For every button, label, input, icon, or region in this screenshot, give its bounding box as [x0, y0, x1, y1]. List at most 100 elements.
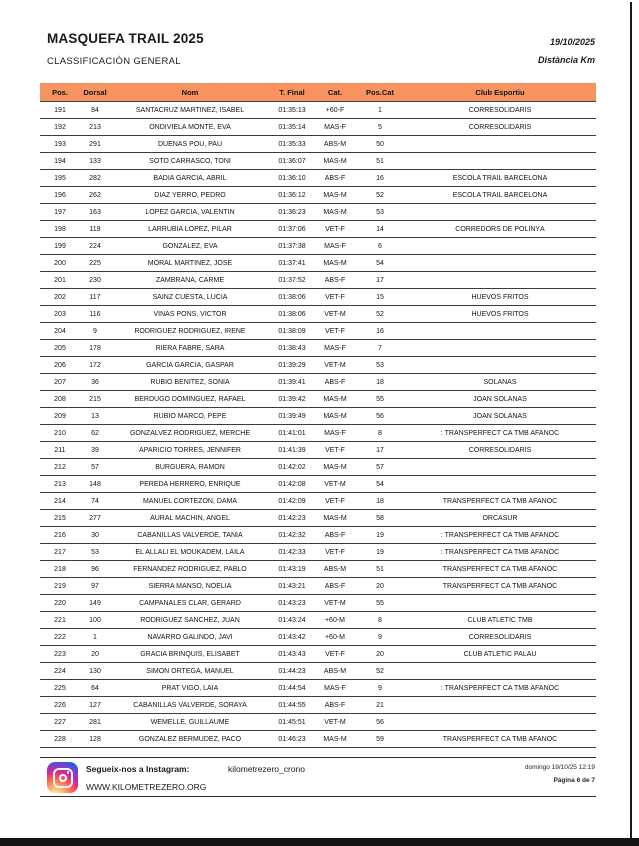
cell-club: HUEVOS FRITOS [471, 293, 529, 301]
cell-pos: 191 [54, 106, 66, 114]
table-row: 196 262 DIAZ YERRO, PEDRO 01:36:12 MAS-M… [40, 187, 596, 204]
cell-nom: GONZÁLVEZ RODRÍGUEZ, MERCHE [129, 429, 251, 437]
cell-nom: GONZALEZ, EVA [162, 242, 218, 250]
col-header-tfinal: T. Final [279, 87, 305, 97]
cell-cat: MAS-M [323, 395, 347, 403]
cell-dorsal: 100 [89, 616, 101, 624]
cell-dorsal: 39 [91, 446, 99, 454]
cell-cat: VET-M [324, 599, 346, 607]
page-title: MASQUEFA TRAIL 2025 [47, 31, 204, 46]
cell-pos: 222 [54, 633, 66, 641]
cell-tfinal: 01:38:09 [278, 327, 306, 335]
cell-club: TRANSPERFECT CA TMB AFANOC [442, 497, 558, 505]
cell-poscat: 17 [376, 446, 384, 454]
table-row: 205 178 RIERA FABRÉ, SARA 01:38:43 MAS-F… [40, 340, 596, 357]
page-edge-bottom [0, 838, 639, 846]
cell-tfinal: 01:42:08 [278, 480, 306, 488]
cell-tfinal: 01:39:29 [278, 361, 306, 369]
cell-nom: SAINZ CUESTA, LUCIA [152, 293, 228, 301]
cell-tfinal: 01:43:23 [278, 599, 306, 607]
instagram-handle: kilometrezero_crono [228, 764, 306, 774]
cell-cat: MAS-M [323, 157, 347, 165]
cell-cat: +60-M [324, 616, 346, 624]
table-row: 197 163 LÓPEZ GARCÍA, VALENTÍN 01:36:23 … [40, 204, 596, 221]
cell-club: : TRANSPERFECT CA TMB AFANOC [440, 531, 560, 539]
cell-dorsal: 36 [91, 378, 99, 386]
print-datetime: domingo 19/10/25 12:19 [524, 764, 595, 771]
cell-tfinal: 01:42:02 [278, 463, 306, 471]
cell-cat: ABS-M [323, 140, 347, 148]
table-row: 208 215 BERDUGO DOMINGUEZ, RAFAEL 01:39:… [40, 391, 596, 408]
cell-poscat: 55 [376, 395, 384, 403]
cell-poscat: 50 [376, 140, 384, 148]
cell-dorsal: 119 [89, 225, 101, 233]
cell-cat: VET-M [324, 310, 346, 318]
cell-poscat: 56 [376, 718, 384, 726]
col-header-dorsal: Dorsal [83, 87, 107, 97]
cell-dorsal: 13 [91, 412, 99, 420]
cell-cat: VET-F [325, 548, 345, 556]
cell-club: TRANSPERFECT CA TMB AFANOC [442, 565, 558, 573]
cell-dorsal: 215 [89, 395, 101, 403]
cell-poscat: 16 [376, 327, 384, 335]
cell-pos: 214 [54, 497, 66, 505]
cell-dorsal: 9 [93, 327, 97, 335]
cell-club: TRANSPERFECT CA TMB AFANOC [442, 735, 558, 743]
table-row: 223 20 GRACIA BRINQUIS, ELISABET 01:43:4… [40, 646, 596, 663]
cell-poscat: 51 [376, 565, 384, 573]
cell-cat: VET-F [325, 293, 345, 301]
page-subtitle: CLASSIFICACIÓN GENERAL [47, 56, 181, 67]
cell-poscat: 1 [378, 106, 382, 114]
table-row: 217 53 EL ALLALI EL MOUKADEM, LAILA 01:4… [40, 544, 596, 561]
cell-dorsal: 178 [89, 344, 101, 352]
cell-nom: MORAL MARTINEZ, JOSE [147, 259, 233, 267]
cell-dorsal: 282 [89, 174, 101, 182]
cell-nom: BURGUERA, RAMON [155, 463, 225, 471]
cell-pos: 204 [54, 327, 66, 335]
cell-club: CLUB ATLÉTIC TMB [467, 616, 533, 624]
cell-cat: MAS-M [323, 412, 347, 420]
cell-pos: 212 [54, 463, 66, 471]
cell-pos: 200 [54, 259, 66, 267]
table-row: 224 130 SIMON ORTEGA, MANUEL 01:44:23 AB… [40, 663, 596, 680]
cell-pos: 224 [54, 667, 66, 675]
cell-dorsal: 30 [91, 531, 99, 539]
cell-poscat: 5 [378, 123, 382, 131]
table-header-row: Pos. Dorsal Nom T. Final Cat. Pos.Cat Cl… [40, 83, 596, 101]
cell-poscat: 18 [376, 378, 384, 386]
cell-cat: VET-F [325, 225, 345, 233]
table-row: 216 30 CABANILLAS VALVERDE, TANIA 01:42:… [40, 527, 596, 544]
cell-dorsal: 57 [91, 463, 99, 471]
cell-nom: EL ALLALI EL MOUKADEM, LAILA [135, 548, 245, 556]
cell-club: TRANSPERFECT CA TMB AFANOC [442, 582, 558, 590]
cell-nom: RUBIO BENITEZ, SONIA [150, 378, 230, 386]
cell-cat: +60-M [324, 633, 346, 641]
cell-pos: 198 [54, 225, 66, 233]
cell-pos: 211 [54, 446, 66, 454]
table-row: 211 39 APARICIO TORRES, JENNIFER 01:41:3… [40, 442, 596, 459]
cell-nom: VIÑAS PONS, VICTOR [153, 310, 227, 318]
cell-cat: MAS-M [323, 735, 347, 743]
instagram-icon [47, 762, 78, 793]
cell-tfinal: 01:43:21 [278, 582, 306, 590]
cell-club: CORRESOLIDARIS [468, 106, 532, 114]
cell-poscat: 58 [376, 514, 384, 522]
website-url: WWW.KILOMETREZERO.ORG [86, 782, 207, 792]
cell-pos: 205 [54, 344, 66, 352]
cell-pos: 216 [54, 531, 66, 539]
table-row: 213 148 PEREDA HERRERO, ENRIQUE 01:42:08… [40, 476, 596, 493]
cell-tfinal: 01:39:42 [278, 395, 306, 403]
cell-pos: 215 [54, 514, 66, 522]
table-row: 219 97 SIERRA MANSO, NOELIA 01:43:21 ABS… [40, 578, 596, 595]
cell-tfinal: 01:44:54 [278, 684, 306, 692]
cell-nom: CABANILLAS VALVERDE, SORAYA [133, 701, 247, 709]
table-row: 193 291 DUEÑAS POU, PAU 01:35:33 ABS-M 5… [40, 136, 596, 153]
cell-pos: 219 [54, 582, 66, 590]
table-row: 201 230 ZAMBRANA, CARME 01:37:52 ABS-F 1… [40, 272, 596, 289]
cell-tfinal: 01:45:51 [278, 718, 306, 726]
table-row: 194 133 SOTO CARRASCO, TONI 01:36:07 MAS… [40, 153, 596, 170]
cell-poscat: 8 [378, 429, 382, 437]
cell-cat: ABS-M [323, 565, 347, 573]
cell-tfinal: 01:41:01 [278, 429, 306, 437]
cell-tfinal: 01:35:14 [278, 123, 306, 131]
